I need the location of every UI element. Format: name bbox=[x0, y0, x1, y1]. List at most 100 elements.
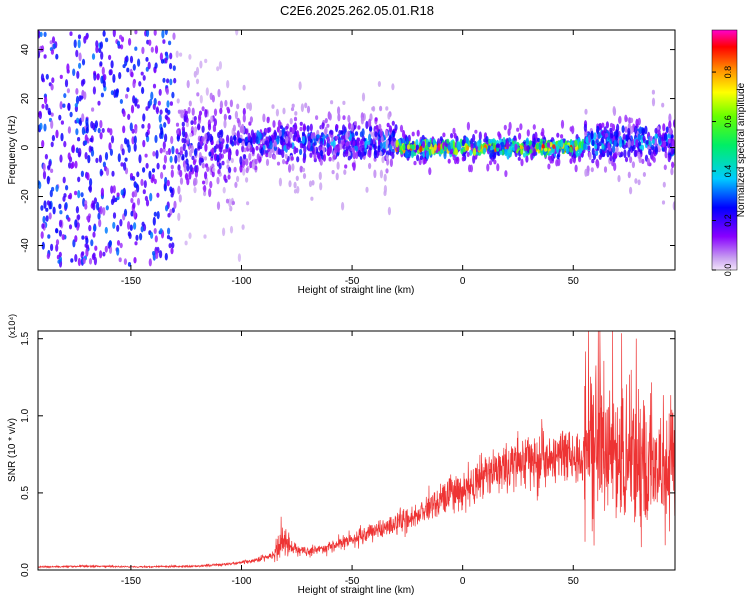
heatmap-cell bbox=[215, 144, 219, 149]
snr-y-tick-label: 0.5 bbox=[20, 486, 31, 500]
heatmap-cell bbox=[162, 141, 166, 150]
heatmap-cell bbox=[595, 139, 600, 144]
heatmap-cell bbox=[229, 99, 233, 108]
heatmap-cell bbox=[187, 106, 191, 114]
heatmap-cell bbox=[440, 148, 444, 154]
heatmap-cell bbox=[258, 131, 262, 141]
heatmap-cell bbox=[104, 245, 108, 253]
heatmap-cell bbox=[225, 143, 229, 149]
heatmap-cell bbox=[100, 187, 104, 197]
heatmap-cell bbox=[556, 154, 560, 160]
snr-y-tick-label: 1.5 bbox=[20, 331, 31, 345]
heatmap-cell bbox=[293, 146, 297, 155]
heatmap-cell bbox=[167, 109, 171, 115]
heatmap-cell bbox=[670, 167, 674, 176]
heatmap-cell bbox=[38, 50, 41, 59]
heatmap-cell bbox=[255, 136, 259, 145]
heatmap-cell bbox=[344, 164, 348, 169]
heatmap-cell bbox=[407, 144, 411, 150]
heatmap-cell bbox=[241, 140, 245, 147]
colorbar-tick-label: 0.2 bbox=[723, 214, 733, 227]
heatmap-cell bbox=[313, 152, 317, 160]
heatmap-cell bbox=[295, 175, 299, 181]
heatmap-cell bbox=[121, 148, 125, 156]
heatmap-cell bbox=[149, 98, 153, 106]
heatmap-cell bbox=[134, 46, 138, 51]
heatmap-cell bbox=[461, 156, 465, 162]
heatmap-cell bbox=[242, 113, 246, 123]
heatmap-cell bbox=[126, 87, 130, 92]
heatmap-cell bbox=[209, 133, 213, 143]
heatmap-cell bbox=[245, 167, 249, 174]
heatmap-cell bbox=[237, 137, 242, 144]
heatmap-cell bbox=[223, 119, 227, 129]
heatmap-cell bbox=[223, 174, 227, 181]
heatmap-cell bbox=[645, 140, 649, 145]
heatmap-cell bbox=[169, 236, 173, 241]
heatmap-cell bbox=[243, 147, 247, 153]
heatmap-cell bbox=[119, 242, 123, 249]
heatmap-cell bbox=[59, 74, 63, 79]
heatmap-cell bbox=[189, 132, 193, 138]
heatmap-cell bbox=[254, 165, 258, 171]
heatmap-cell bbox=[158, 88, 162, 96]
heatmap-cell bbox=[161, 30, 165, 39]
heatmap-cell bbox=[373, 169, 377, 179]
heatmap-cell bbox=[60, 120, 64, 125]
heatmap-cell bbox=[184, 131, 188, 139]
heatmap-cell bbox=[141, 221, 145, 227]
heatmap-cell bbox=[174, 154, 178, 164]
heatmap-cell bbox=[76, 70, 80, 79]
heatmap-cell bbox=[171, 145, 175, 155]
heatmap-cell bbox=[517, 156, 521, 161]
heatmap-cell bbox=[539, 138, 543, 145]
heatmap-cell bbox=[48, 212, 52, 220]
heatmap-cell bbox=[188, 232, 192, 239]
heatmap-cell bbox=[452, 155, 456, 161]
snr-x-tick-label: -100 bbox=[231, 576, 251, 587]
heatmap-cell bbox=[81, 251, 85, 256]
heatmap-cell bbox=[461, 139, 465, 147]
heatmap-cell bbox=[239, 156, 243, 165]
heatmap-cell bbox=[663, 164, 667, 171]
heatmap-cell bbox=[341, 201, 345, 211]
heatmap-cell bbox=[222, 186, 226, 194]
heatmap-cell bbox=[133, 222, 137, 230]
heatmap-cell bbox=[635, 118, 639, 127]
heatmap-cell bbox=[44, 153, 49, 160]
heatmap-cell bbox=[291, 163, 295, 172]
heatmap-cell bbox=[216, 201, 221, 210]
heatmap-cell bbox=[59, 210, 63, 215]
heatmap-cell bbox=[153, 97, 157, 106]
heatmap-cell bbox=[110, 185, 114, 194]
heatmap-cell bbox=[85, 248, 89, 257]
heatmap-cell bbox=[318, 171, 322, 181]
heatmap-cell bbox=[162, 77, 166, 83]
heatmap-cell bbox=[439, 136, 443, 142]
heatmap-cell bbox=[590, 167, 594, 173]
heatmap-cell bbox=[345, 131, 349, 141]
heatmap-cell bbox=[627, 139, 631, 148]
heatmap-cell bbox=[58, 114, 62, 121]
heatmap-cell bbox=[62, 103, 66, 108]
heatmap-cell bbox=[58, 219, 63, 228]
heatmap-cell bbox=[77, 137, 81, 142]
heatmap-cell bbox=[99, 132, 103, 140]
heatmap-cell bbox=[627, 171, 631, 179]
heatmap-cell bbox=[175, 148, 179, 155]
heatmap-cell bbox=[483, 138, 487, 143]
heatmap-cell bbox=[43, 54, 47, 59]
heatmap-cell bbox=[77, 190, 81, 199]
heatmap-cell bbox=[465, 136, 469, 145]
heatmap-cell bbox=[560, 138, 564, 148]
heatmap-cell bbox=[95, 45, 99, 54]
heatmap-cell bbox=[379, 142, 383, 149]
heatmap-cell bbox=[569, 158, 573, 165]
heatmap-cell bbox=[613, 139, 617, 147]
heatmap-cell bbox=[525, 137, 530, 146]
snr-y-ticks: 0.0 0.5 1.0 1.5 bbox=[20, 331, 675, 577]
colorbar-label: Normalized spectral amplitude bbox=[736, 82, 747, 217]
heatmap-cell bbox=[569, 146, 573, 153]
heatmap-cell bbox=[230, 157, 234, 164]
